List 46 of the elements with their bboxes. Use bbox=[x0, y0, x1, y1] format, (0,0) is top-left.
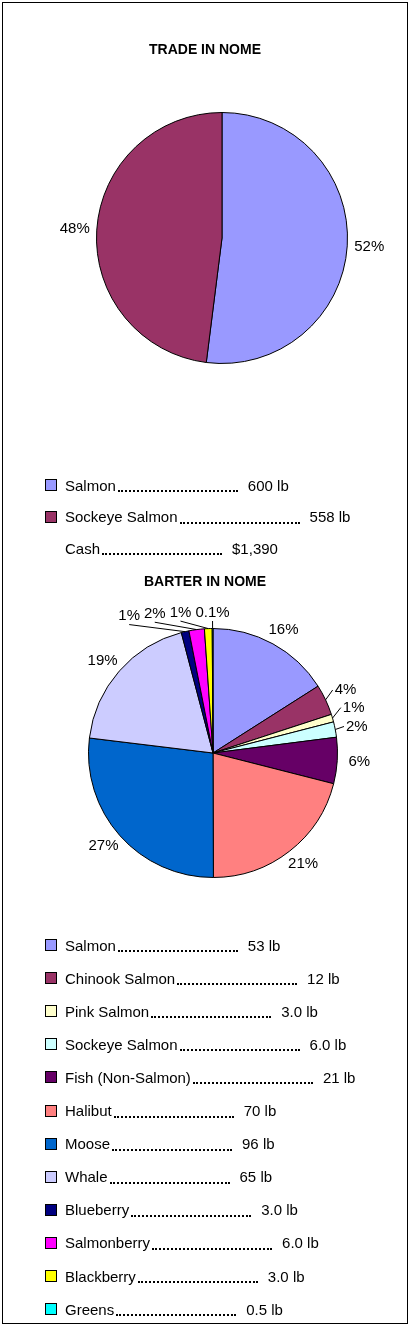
text: 558 lb bbox=[309, 508, 351, 525]
text: Cash bbox=[65, 539, 101, 557]
legend-label: Blackberry bbox=[65, 1267, 136, 1285]
text: 3.0 lb bbox=[267, 1267, 305, 1285]
data-label: 4% bbox=[334, 680, 357, 698]
text: 70 lb bbox=[243, 1102, 277, 1119]
text: 0.5 lb bbox=[246, 1300, 283, 1318]
text: 3.0 lb bbox=[261, 1201, 298, 1219]
text: 65 lb bbox=[239, 1168, 273, 1186]
legend-label: Fish (Non-Salmon) bbox=[65, 1068, 191, 1086]
data-label: 6% bbox=[348, 751, 371, 769]
legend-label: Chinook Salmon bbox=[65, 969, 176, 987]
legend-label: Salmon bbox=[65, 476, 116, 494]
legend-label: Blueberry bbox=[65, 1201, 130, 1219]
text: 21 lb bbox=[322, 1068, 356, 1086]
legend-label: Halibut bbox=[65, 1102, 112, 1119]
text: 6.0 lb bbox=[309, 1035, 347, 1053]
legend-label: Pink Salmon bbox=[65, 1002, 150, 1020]
text: $1,390 bbox=[232, 539, 278, 557]
text: 12 lb bbox=[307, 969, 340, 987]
legend-label: Moose bbox=[65, 1135, 111, 1153]
data-label: 1% bbox=[118, 606, 141, 624]
legend-label: Sockeye Salmon bbox=[65, 1035, 178, 1053]
text: 3.0 lb bbox=[281, 1002, 318, 1020]
legend-label: Salmon bbox=[65, 936, 116, 954]
data-label: 16% bbox=[268, 619, 299, 637]
data-label: 2% bbox=[143, 603, 166, 621]
data-label: 48% bbox=[59, 219, 90, 237]
data-label: 0.1% bbox=[195, 602, 230, 620]
text: 600 lb bbox=[247, 476, 289, 494]
data-label: 1% bbox=[169, 602, 192, 620]
chart-title: TRADE IN NOME bbox=[148, 41, 262, 57]
legend-label: Sockeye Salmon bbox=[65, 508, 178, 525]
legend-label: Whale bbox=[65, 1168, 108, 1186]
data-label: 21% bbox=[288, 853, 319, 871]
text: 96 lb bbox=[242, 1135, 275, 1153]
data-label: 2% bbox=[346, 716, 368, 734]
data-label: 1% bbox=[342, 697, 365, 715]
text: 6.0 lb bbox=[282, 1234, 319, 1252]
legend-label: Greens bbox=[65, 1300, 115, 1318]
data-label: 52% bbox=[354, 237, 385, 255]
chart-title: BARTER IN NOME bbox=[142, 573, 268, 589]
data-label: 27% bbox=[88, 836, 119, 854]
legend-label: Salmonberry bbox=[65, 1234, 151, 1252]
data-label: 19% bbox=[87, 650, 118, 668]
text: 53 lb bbox=[247, 936, 281, 954]
